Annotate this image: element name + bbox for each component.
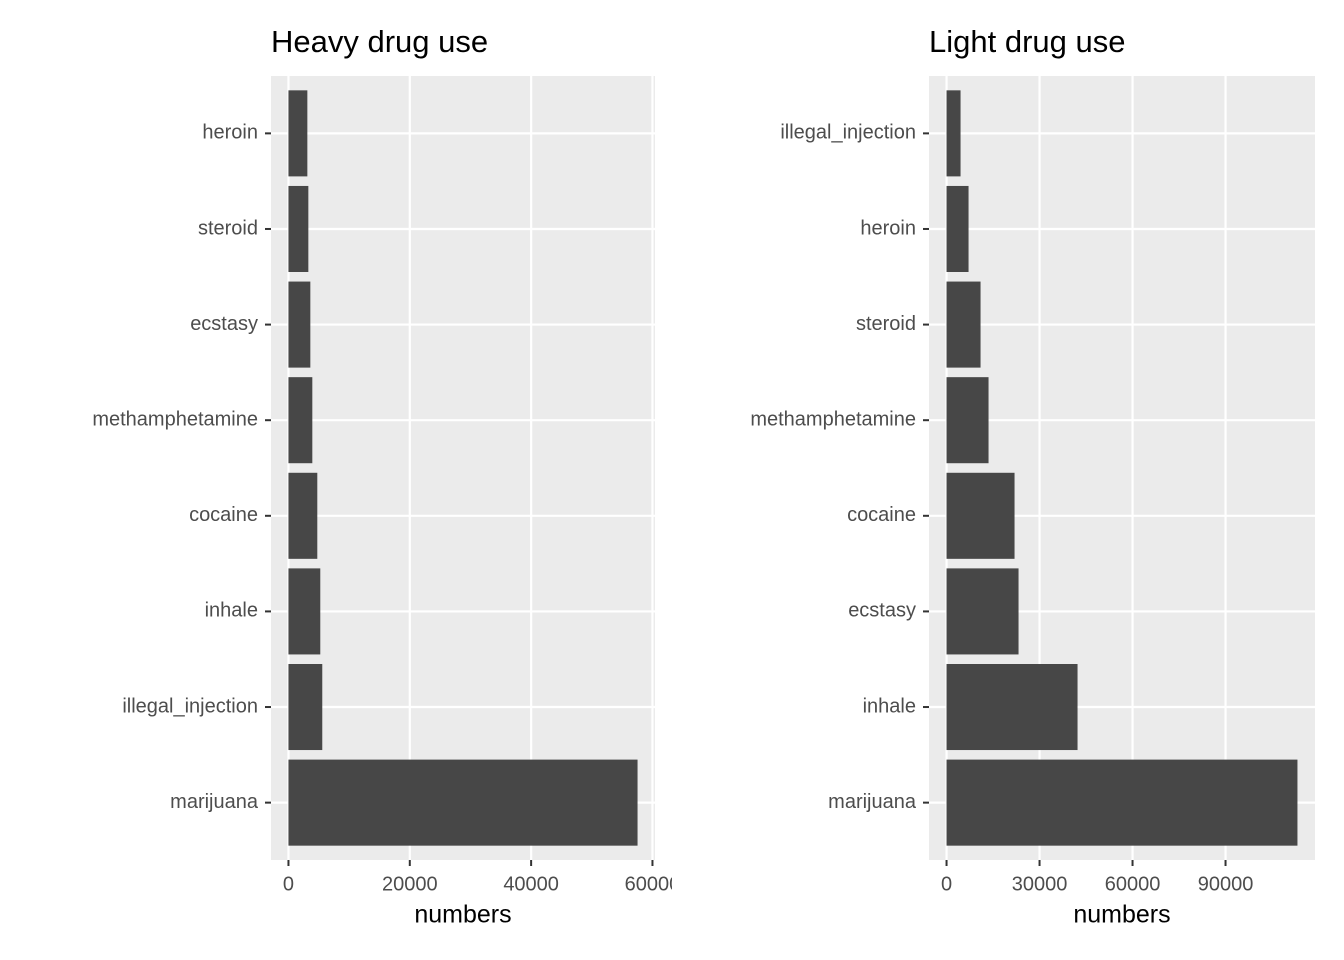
bar xyxy=(288,377,313,464)
bar xyxy=(288,568,321,655)
x-tick-label: 60000 xyxy=(1105,873,1161,895)
bar xyxy=(946,664,1078,751)
bar xyxy=(288,281,311,368)
y-tick-label: heroin xyxy=(202,122,258,144)
x-axis-title: numbers xyxy=(414,901,511,929)
bar xyxy=(946,90,961,177)
bar xyxy=(288,185,309,272)
x-axis-title: numbers xyxy=(1073,901,1170,929)
y-tick-label: marijuana xyxy=(828,791,917,813)
bar xyxy=(946,472,1015,559)
bar xyxy=(946,568,1019,655)
y-tick-label: steroid xyxy=(856,313,916,335)
x-tick-label: 60000 xyxy=(625,873,681,895)
panel-background xyxy=(271,76,655,860)
x-tick-label: 90000 xyxy=(1198,873,1254,895)
y-tick-label: cocaine xyxy=(847,504,916,526)
y-tick-label: illegal_injection xyxy=(122,695,258,717)
y-tick-label: methamphetamine xyxy=(750,408,916,430)
bar xyxy=(288,90,308,177)
x-tick-label: 0 xyxy=(941,873,952,895)
bar xyxy=(288,472,318,559)
x-tick-label: 30000 xyxy=(1012,873,1068,895)
bar xyxy=(946,759,1298,846)
x-tick-label: 40000 xyxy=(503,873,559,895)
y-tick-label: inhale xyxy=(205,600,258,622)
bar xyxy=(946,185,969,272)
panel-heavy: 0 20000 40000 60000 heroin steroid ecstasy meth… xyxy=(92,24,681,929)
y-tick-label: ecstasy xyxy=(848,600,916,622)
bar xyxy=(946,377,989,464)
y-tick-label: illegal_injection xyxy=(780,122,916,144)
bar xyxy=(288,664,323,751)
bar xyxy=(946,281,981,368)
y-tick-label: marijuana xyxy=(170,791,259,813)
y-tick-label: steroid xyxy=(198,217,258,239)
y-tick-label: heroin xyxy=(860,217,916,239)
x-tick-label: 20000 xyxy=(382,873,438,895)
y-tick-label: methamphetamine xyxy=(92,408,258,430)
x-tick-label: 0 xyxy=(283,873,294,895)
y-tick-label: inhale xyxy=(863,695,916,717)
chart-title: Light drug use xyxy=(929,24,1125,59)
y-tick-label: ecstasy xyxy=(190,313,258,335)
y-tick-label: cocaine xyxy=(189,504,258,526)
bar xyxy=(288,759,638,846)
chart-title: Heavy drug use xyxy=(271,24,488,59)
